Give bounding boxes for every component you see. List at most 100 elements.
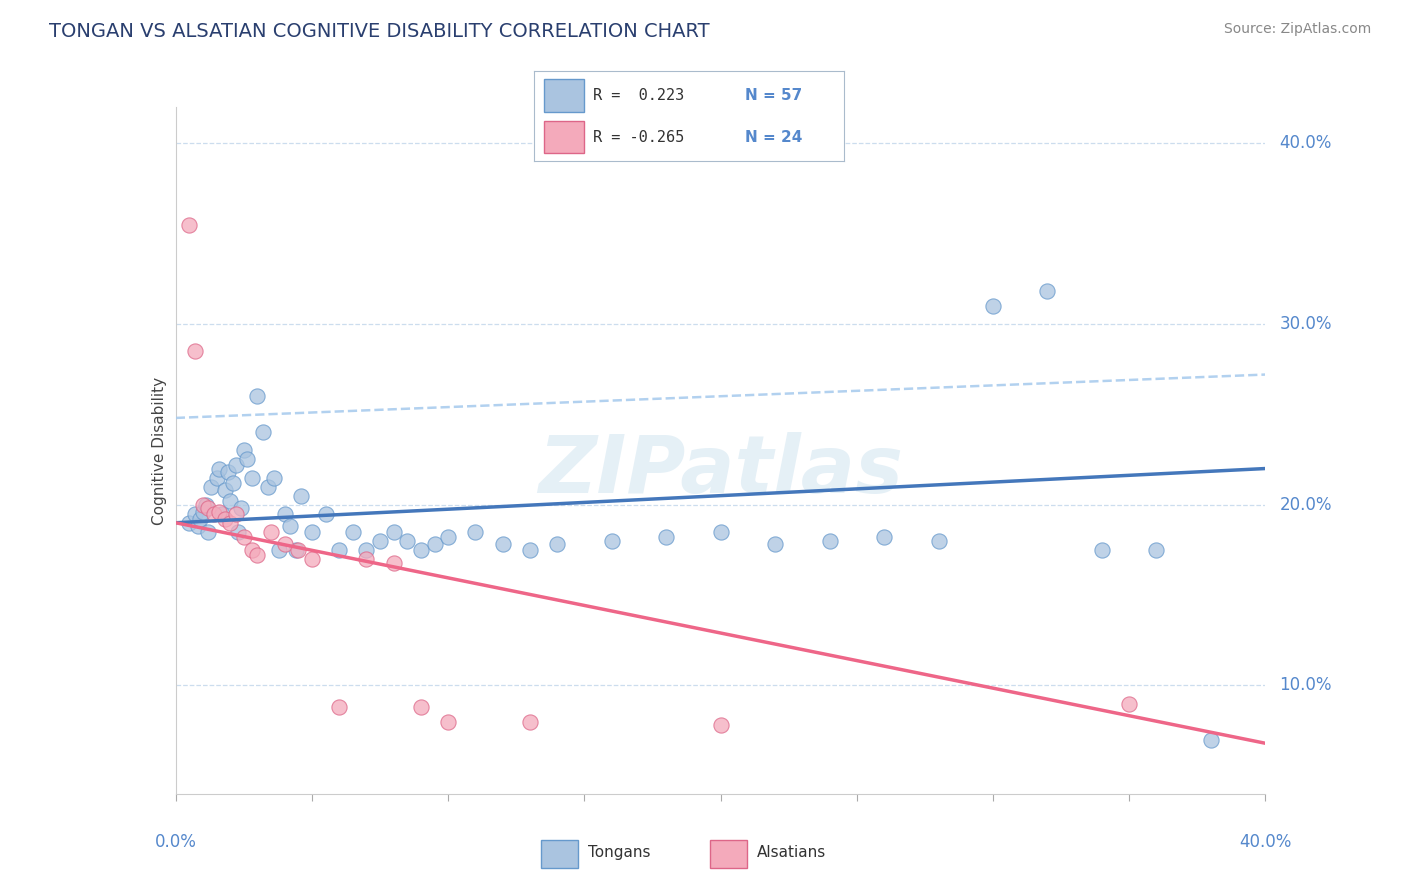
Point <box>214 483 236 498</box>
Point <box>186 519 209 533</box>
Point <box>205 470 228 484</box>
Text: 10.0%: 10.0% <box>1279 676 1331 695</box>
Point <box>219 516 242 530</box>
Point <box>208 461 231 475</box>
Point <box>235 452 257 467</box>
Point <box>217 465 239 479</box>
Point <box>274 537 297 551</box>
Point <box>246 549 269 563</box>
Point <box>710 524 733 539</box>
Bar <box>710 840 747 868</box>
Point <box>278 519 301 533</box>
Text: 40.0%: 40.0% <box>1279 134 1331 153</box>
Point <box>269 542 291 557</box>
Point <box>208 505 231 519</box>
Text: Alsatians: Alsatians <box>756 846 827 860</box>
Point <box>232 443 254 458</box>
Text: Tongans: Tongans <box>588 846 651 860</box>
Point <box>382 556 405 570</box>
Point <box>382 524 405 539</box>
Point <box>179 218 201 232</box>
Point <box>818 533 841 548</box>
Point <box>274 507 297 521</box>
Bar <box>544 79 583 112</box>
Point <box>284 542 307 557</box>
Point <box>191 505 214 519</box>
Point <box>464 524 486 539</box>
Point <box>396 533 419 548</box>
Point <box>287 542 309 557</box>
Point <box>222 475 245 490</box>
Point <box>342 524 364 539</box>
Point <box>200 480 222 494</box>
Point <box>437 530 460 544</box>
Point <box>519 714 541 729</box>
Point <box>219 494 242 508</box>
Point <box>184 507 207 521</box>
Point <box>240 542 263 557</box>
Point <box>437 714 460 729</box>
Point <box>356 552 378 566</box>
Point <box>600 533 623 548</box>
Point <box>202 507 225 521</box>
Point <box>1144 542 1167 557</box>
Point <box>194 498 217 512</box>
Point <box>1118 697 1140 711</box>
Text: N = 57: N = 57 <box>745 88 801 103</box>
Point <box>710 718 733 732</box>
Bar <box>544 121 583 153</box>
Point <box>301 524 323 539</box>
Point <box>197 524 219 539</box>
Point <box>519 542 541 557</box>
Point <box>315 507 337 521</box>
Point <box>1091 542 1114 557</box>
Point <box>356 542 378 557</box>
Point <box>873 530 896 544</box>
Point <box>1036 285 1059 299</box>
Text: R = -0.265: R = -0.265 <box>593 130 685 145</box>
Point <box>188 512 211 526</box>
Point <box>763 537 786 551</box>
Point <box>246 389 269 403</box>
Point <box>263 470 285 484</box>
Point <box>184 344 207 359</box>
Point <box>328 700 350 714</box>
Point <box>197 501 219 516</box>
Point <box>214 512 236 526</box>
Point <box>546 537 568 551</box>
Point <box>211 507 233 521</box>
Text: N = 24: N = 24 <box>745 130 801 145</box>
Point <box>240 470 263 484</box>
Point <box>260 524 283 539</box>
Point <box>225 507 247 521</box>
Text: Source: ZipAtlas.com: Source: ZipAtlas.com <box>1223 22 1371 37</box>
Point <box>655 530 678 544</box>
Point <box>301 552 323 566</box>
Point <box>252 425 274 440</box>
Point <box>328 542 350 557</box>
Text: R =  0.223: R = 0.223 <box>593 88 685 103</box>
Point <box>1199 732 1222 747</box>
Point <box>225 458 247 472</box>
Point <box>179 516 201 530</box>
Point <box>981 299 1004 313</box>
Y-axis label: Cognitive Disability: Cognitive Disability <box>152 376 166 524</box>
Text: 20.0%: 20.0% <box>1279 496 1331 514</box>
Text: 0.0%: 0.0% <box>155 833 197 851</box>
Point <box>928 533 950 548</box>
Point <box>228 524 250 539</box>
Point <box>231 501 253 516</box>
Text: ZIPatlas: ZIPatlas <box>538 432 903 510</box>
Point <box>492 537 515 551</box>
Text: 40.0%: 40.0% <box>1239 833 1292 851</box>
Point <box>191 498 214 512</box>
Point <box>290 489 312 503</box>
Text: 30.0%: 30.0% <box>1279 315 1331 333</box>
Point <box>368 533 391 548</box>
Text: TONGAN VS ALSATIAN COGNITIVE DISABILITY CORRELATION CHART: TONGAN VS ALSATIAN COGNITIVE DISABILITY … <box>49 22 710 41</box>
Point <box>409 700 432 714</box>
Bar <box>541 840 578 868</box>
Point <box>423 537 446 551</box>
Point <box>409 542 432 557</box>
Point <box>232 530 254 544</box>
